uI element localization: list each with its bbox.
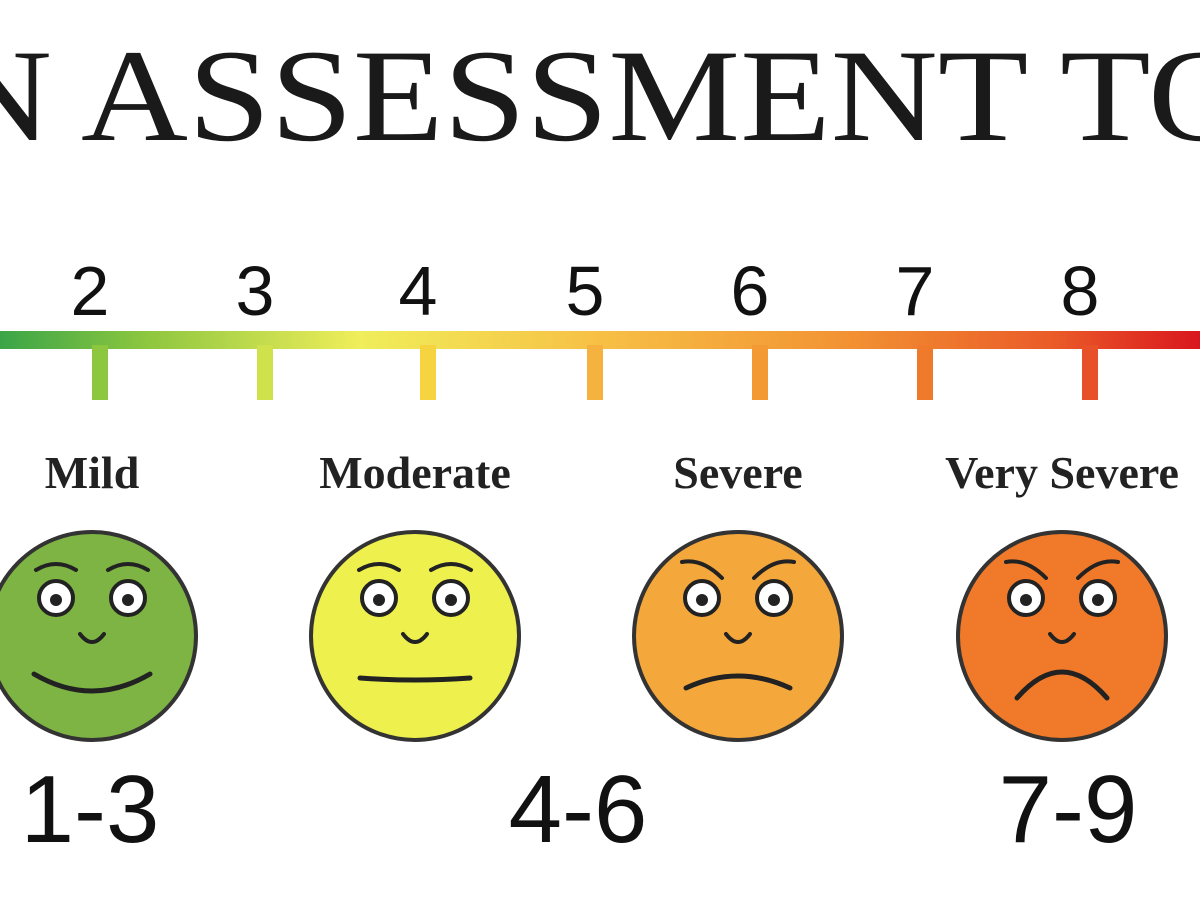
scale-tick [1082, 345, 1098, 400]
scale-tick [752, 345, 768, 400]
pupil [1092, 594, 1104, 606]
scale-number: 7 [896, 252, 935, 330]
level-label: Mild [45, 447, 140, 498]
face [309, 530, 521, 742]
range-label: 7-9 [999, 756, 1138, 863]
title: N ASSESSMENT TO [0, 22, 1200, 169]
scale-tick [587, 345, 603, 400]
face-circle [632, 530, 844, 742]
eyebrow [106, 562, 150, 572]
scale-tick [257, 345, 273, 400]
scale-number: 2 [71, 252, 110, 330]
pupil [696, 594, 708, 606]
face-circle [956, 530, 1168, 742]
scale-number: 3 [236, 252, 275, 330]
face [956, 530, 1168, 742]
range-label: 4-6 [509, 756, 648, 863]
pupil [1020, 594, 1032, 606]
eyebrow [357, 562, 401, 572]
scale-number: 8 [1061, 252, 1100, 330]
eyebrow [1004, 559, 1048, 580]
scale-tick [917, 345, 933, 400]
pupil [122, 594, 134, 606]
scale-tick [420, 345, 436, 400]
scale-tick [92, 345, 108, 400]
gradient-bar [0, 331, 1200, 349]
mouth [683, 673, 793, 691]
eyebrow [752, 559, 796, 580]
level-label: Very Severe [945, 447, 1179, 498]
nose [1048, 632, 1076, 644]
level-label: Moderate [319, 447, 511, 498]
face [632, 530, 844, 742]
mouth [31, 671, 153, 694]
pupil [50, 594, 62, 606]
mouth [1014, 669, 1110, 701]
eyebrow [429, 562, 473, 572]
eyebrow [680, 559, 724, 580]
face-circle [309, 530, 521, 742]
range-label: 1-3 [21, 756, 160, 863]
eyebrow [1076, 559, 1120, 580]
nose [78, 632, 106, 644]
face-circle [0, 530, 198, 742]
nose [724, 632, 752, 644]
mouth [357, 675, 473, 683]
pupil [445, 594, 457, 606]
pupil [768, 594, 780, 606]
scale-number: 5 [566, 252, 605, 330]
nose [401, 632, 429, 644]
eyebrow [34, 562, 78, 572]
face [0, 530, 198, 742]
scale-number: 6 [731, 252, 770, 330]
level-label: Severe [673, 447, 802, 498]
scale-number: 4 [399, 252, 438, 330]
pupil [373, 594, 385, 606]
